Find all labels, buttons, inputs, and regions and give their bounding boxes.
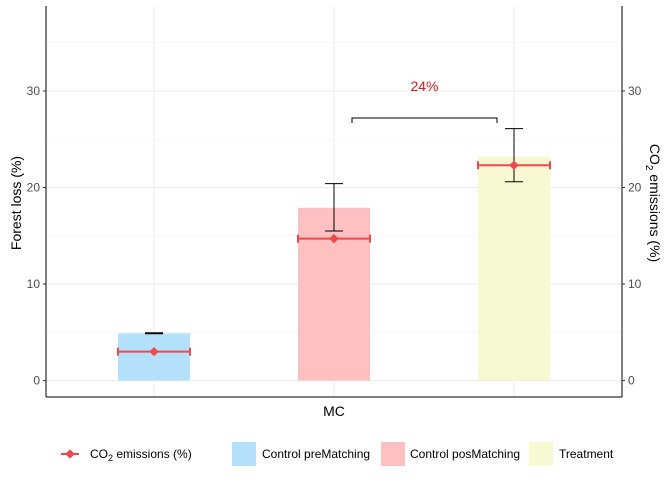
- legend-label: Control posMatching: [410, 447, 520, 461]
- legend-swatch: [232, 442, 256, 466]
- y2-tick-label: 30: [628, 84, 642, 98]
- legend-label-co2: CO2 emissions (%): [90, 447, 192, 463]
- legend-label: Control preMatching: [262, 447, 370, 461]
- legend: CO2 emissions (%) Control preMatching Cont…: [61, 442, 614, 466]
- y-axis-label: Forest loss (%): [8, 156, 24, 250]
- y2-axis-label: CO2 emissions (%): [643, 144, 663, 262]
- co2-point: [149, 346, 159, 357]
- y2-tick-label: 20: [628, 181, 642, 195]
- annotation-bracket: [351, 117, 498, 123]
- y-tick-label: 0: [33, 374, 40, 388]
- bars: [118, 156, 550, 381]
- legend-co2-marker: [65, 449, 75, 459]
- co2-points: [117, 160, 551, 357]
- legend-swatch: [381, 442, 405, 466]
- y2-tick-label: 0: [628, 374, 635, 388]
- legend-swatch: [529, 442, 553, 466]
- y-axis-left-ticks: 0 10 20 30: [27, 84, 46, 388]
- bar: [118, 333, 190, 381]
- legend-label: Treatment: [559, 447, 614, 461]
- annotation: 24%: [351, 78, 498, 123]
- y-tick-label: 10: [27, 277, 41, 291]
- bar: [478, 156, 550, 381]
- y-axis-right-ticks: 0 10 20 30: [622, 84, 642, 388]
- axes: [45, 6, 623, 398]
- co2-point: [509, 160, 519, 170]
- x-axis-label: MC: [323, 403, 345, 419]
- error-bars: [145, 128, 523, 335]
- y-tick-label: 30: [27, 84, 41, 98]
- bar: [298, 207, 370, 381]
- annotation-text: 24%: [410, 78, 438, 94]
- y2-tick-label: 10: [628, 277, 642, 291]
- y-tick-label: 20: [27, 181, 41, 195]
